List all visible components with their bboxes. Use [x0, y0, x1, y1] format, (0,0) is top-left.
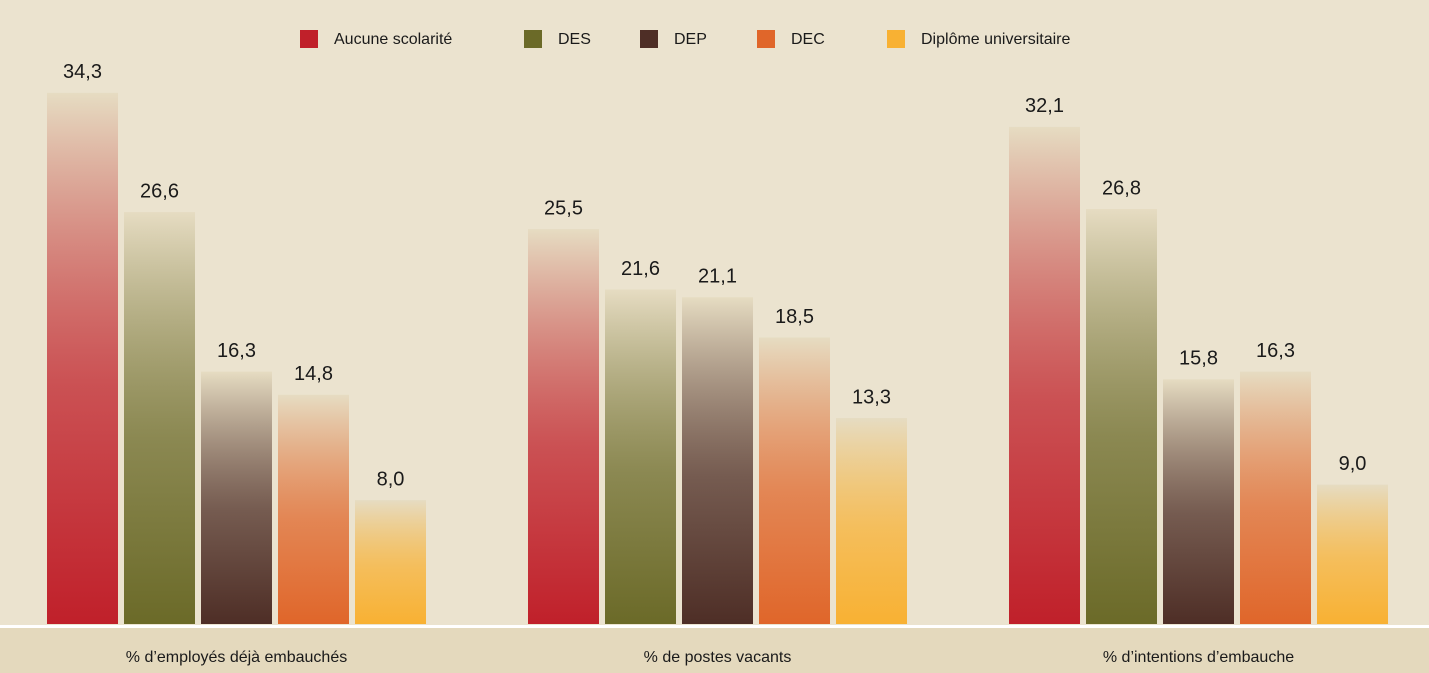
- data-label: 8,0: [377, 468, 405, 490]
- legend-label: DES: [558, 31, 591, 48]
- x-tick-label: % d’employés déjà embauchés: [126, 649, 347, 666]
- x-tick-label: % d’intentions d’embauche: [1103, 649, 1294, 666]
- data-label: 18,5: [775, 306, 814, 328]
- bar: [1086, 208, 1157, 625]
- bar: [682, 297, 753, 624]
- legend-label: DEP: [674, 31, 707, 48]
- data-label: 9,0: [1339, 453, 1367, 475]
- bar: [528, 229, 599, 624]
- bar: [1163, 379, 1234, 624]
- bar: [759, 337, 830, 624]
- data-label: 16,3: [217, 340, 256, 362]
- bar: [1009, 126, 1080, 624]
- data-label: 16,3: [1256, 340, 1295, 362]
- bar: [605, 289, 676, 624]
- data-label: 21,1: [698, 266, 737, 288]
- data-label: 32,1: [1025, 95, 1064, 117]
- data-label: 15,8: [1179, 348, 1218, 370]
- bar: [201, 371, 272, 624]
- bar: [1317, 484, 1388, 624]
- data-label: 34,3: [63, 61, 102, 83]
- bar: [355, 500, 426, 624]
- data-label: 25,5: [544, 197, 583, 219]
- bar: [836, 418, 907, 624]
- legend-swatch: [640, 30, 658, 48]
- bar: [278, 394, 349, 624]
- legend-swatch: [300, 30, 318, 48]
- data-label: 21,6: [621, 258, 660, 280]
- bar: [124, 212, 195, 624]
- data-label: 26,6: [140, 180, 179, 202]
- x-tick-label: % de postes vacants: [644, 649, 792, 666]
- legend-swatch: [524, 30, 542, 48]
- legend-swatch: [887, 30, 905, 48]
- bar: [47, 92, 118, 625]
- data-label: 13,3: [852, 386, 891, 408]
- legend-swatch: [757, 30, 775, 48]
- data-label: 26,8: [1102, 177, 1141, 199]
- data-label: 14,8: [294, 363, 333, 385]
- category-band: [0, 628, 1429, 673]
- legend-label: Aucune scolarité: [334, 31, 452, 48]
- legend-label: Diplôme universitaire: [921, 31, 1070, 48]
- legend-label: DEC: [791, 31, 825, 48]
- bar: [1240, 371, 1311, 624]
